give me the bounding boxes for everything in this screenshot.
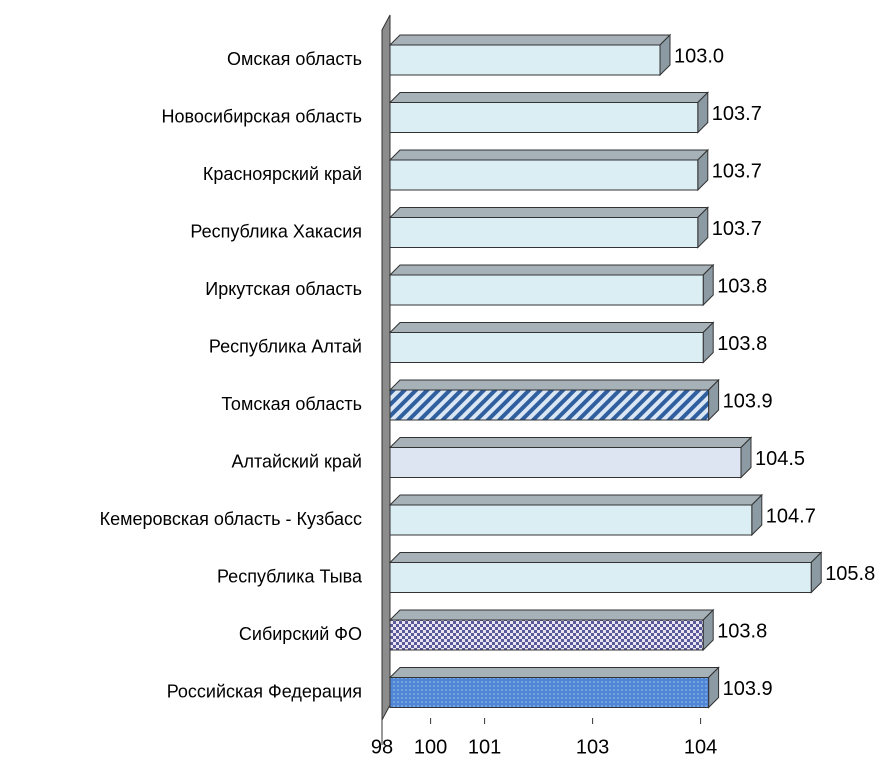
bar — [388, 493, 764, 537]
bar — [388, 551, 823, 594]
bar — [388, 608, 715, 652]
value-label: 105.8 — [825, 563, 875, 585]
bar-front — [389, 677, 710, 708]
category-label: Томская область — [221, 394, 362, 414]
value-label: 103.8 — [717, 620, 767, 642]
bar-top — [388, 207, 710, 218]
category-label: Сибирский ФО — [239, 624, 362, 644]
value-label: 103.7 — [712, 160, 762, 182]
x-tick-label: 98 — [371, 736, 393, 758]
bar-top — [388, 667, 720, 678]
bar — [388, 666, 720, 709]
category-label: Красноярский край — [203, 164, 362, 184]
bar-top — [388, 34, 672, 46]
bar-front — [389, 447, 742, 478]
bar — [388, 263, 715, 307]
value-label: 103.7 — [712, 218, 762, 240]
x-tick-label: 104 — [684, 736, 717, 758]
bar — [388, 436, 753, 479]
bar-front — [389, 619, 704, 651]
bar — [388, 321, 715, 364]
category-label: Республика Тыва — [217, 566, 363, 586]
x-tick-label: 101 — [468, 736, 501, 758]
bar-top — [388, 322, 715, 333]
x-tick-label: 103 — [576, 736, 609, 758]
bar — [388, 206, 710, 249]
value-label: 103.8 — [717, 333, 767, 355]
bar — [388, 148, 710, 192]
category-label: Новосибирская область — [162, 106, 363, 126]
category-label: Алтайский край — [231, 451, 362, 471]
category-label: Иркутская область — [205, 279, 362, 299]
bar-front — [389, 274, 704, 306]
category-label: Республика Алтай — [209, 336, 362, 356]
bar-front — [389, 562, 812, 593]
bar — [388, 91, 710, 134]
bar-top — [388, 494, 764, 506]
x-tick-label: 100 — [414, 736, 447, 758]
axis-wall — [381, 14, 391, 721]
bar-top — [388, 552, 823, 563]
value-label: 104.5 — [755, 448, 805, 470]
bar-top — [388, 379, 720, 391]
bar-top — [388, 437, 753, 448]
bar-top — [388, 264, 715, 276]
bar-front — [389, 389, 710, 421]
category-label: Российская Федерация — [167, 681, 362, 701]
value-label: 103.9 — [723, 678, 773, 700]
bar-top — [388, 92, 710, 103]
category-label: Кемеровская область - Кузбасс — [100, 509, 362, 529]
value-label: 103.9 — [723, 390, 773, 412]
bar-front — [389, 44, 661, 76]
bar-front — [389, 159, 699, 191]
bar — [388, 33, 672, 77]
value-label: 103.0 — [674, 45, 724, 67]
bar-front — [389, 217, 699, 248]
category-label: Омская область — [227, 49, 362, 69]
bar — [388, 378, 720, 422]
bar-front — [389, 504, 753, 536]
bar-top — [388, 609, 715, 621]
category-label: Республика Хакасия — [190, 221, 362, 241]
value-label: 103.7 — [712, 103, 762, 125]
bar-front — [389, 102, 699, 133]
value-label: 104.7 — [766, 505, 816, 527]
bar-front — [389, 332, 704, 363]
bar-top — [388, 149, 710, 161]
value-label: 103.8 — [717, 275, 767, 297]
